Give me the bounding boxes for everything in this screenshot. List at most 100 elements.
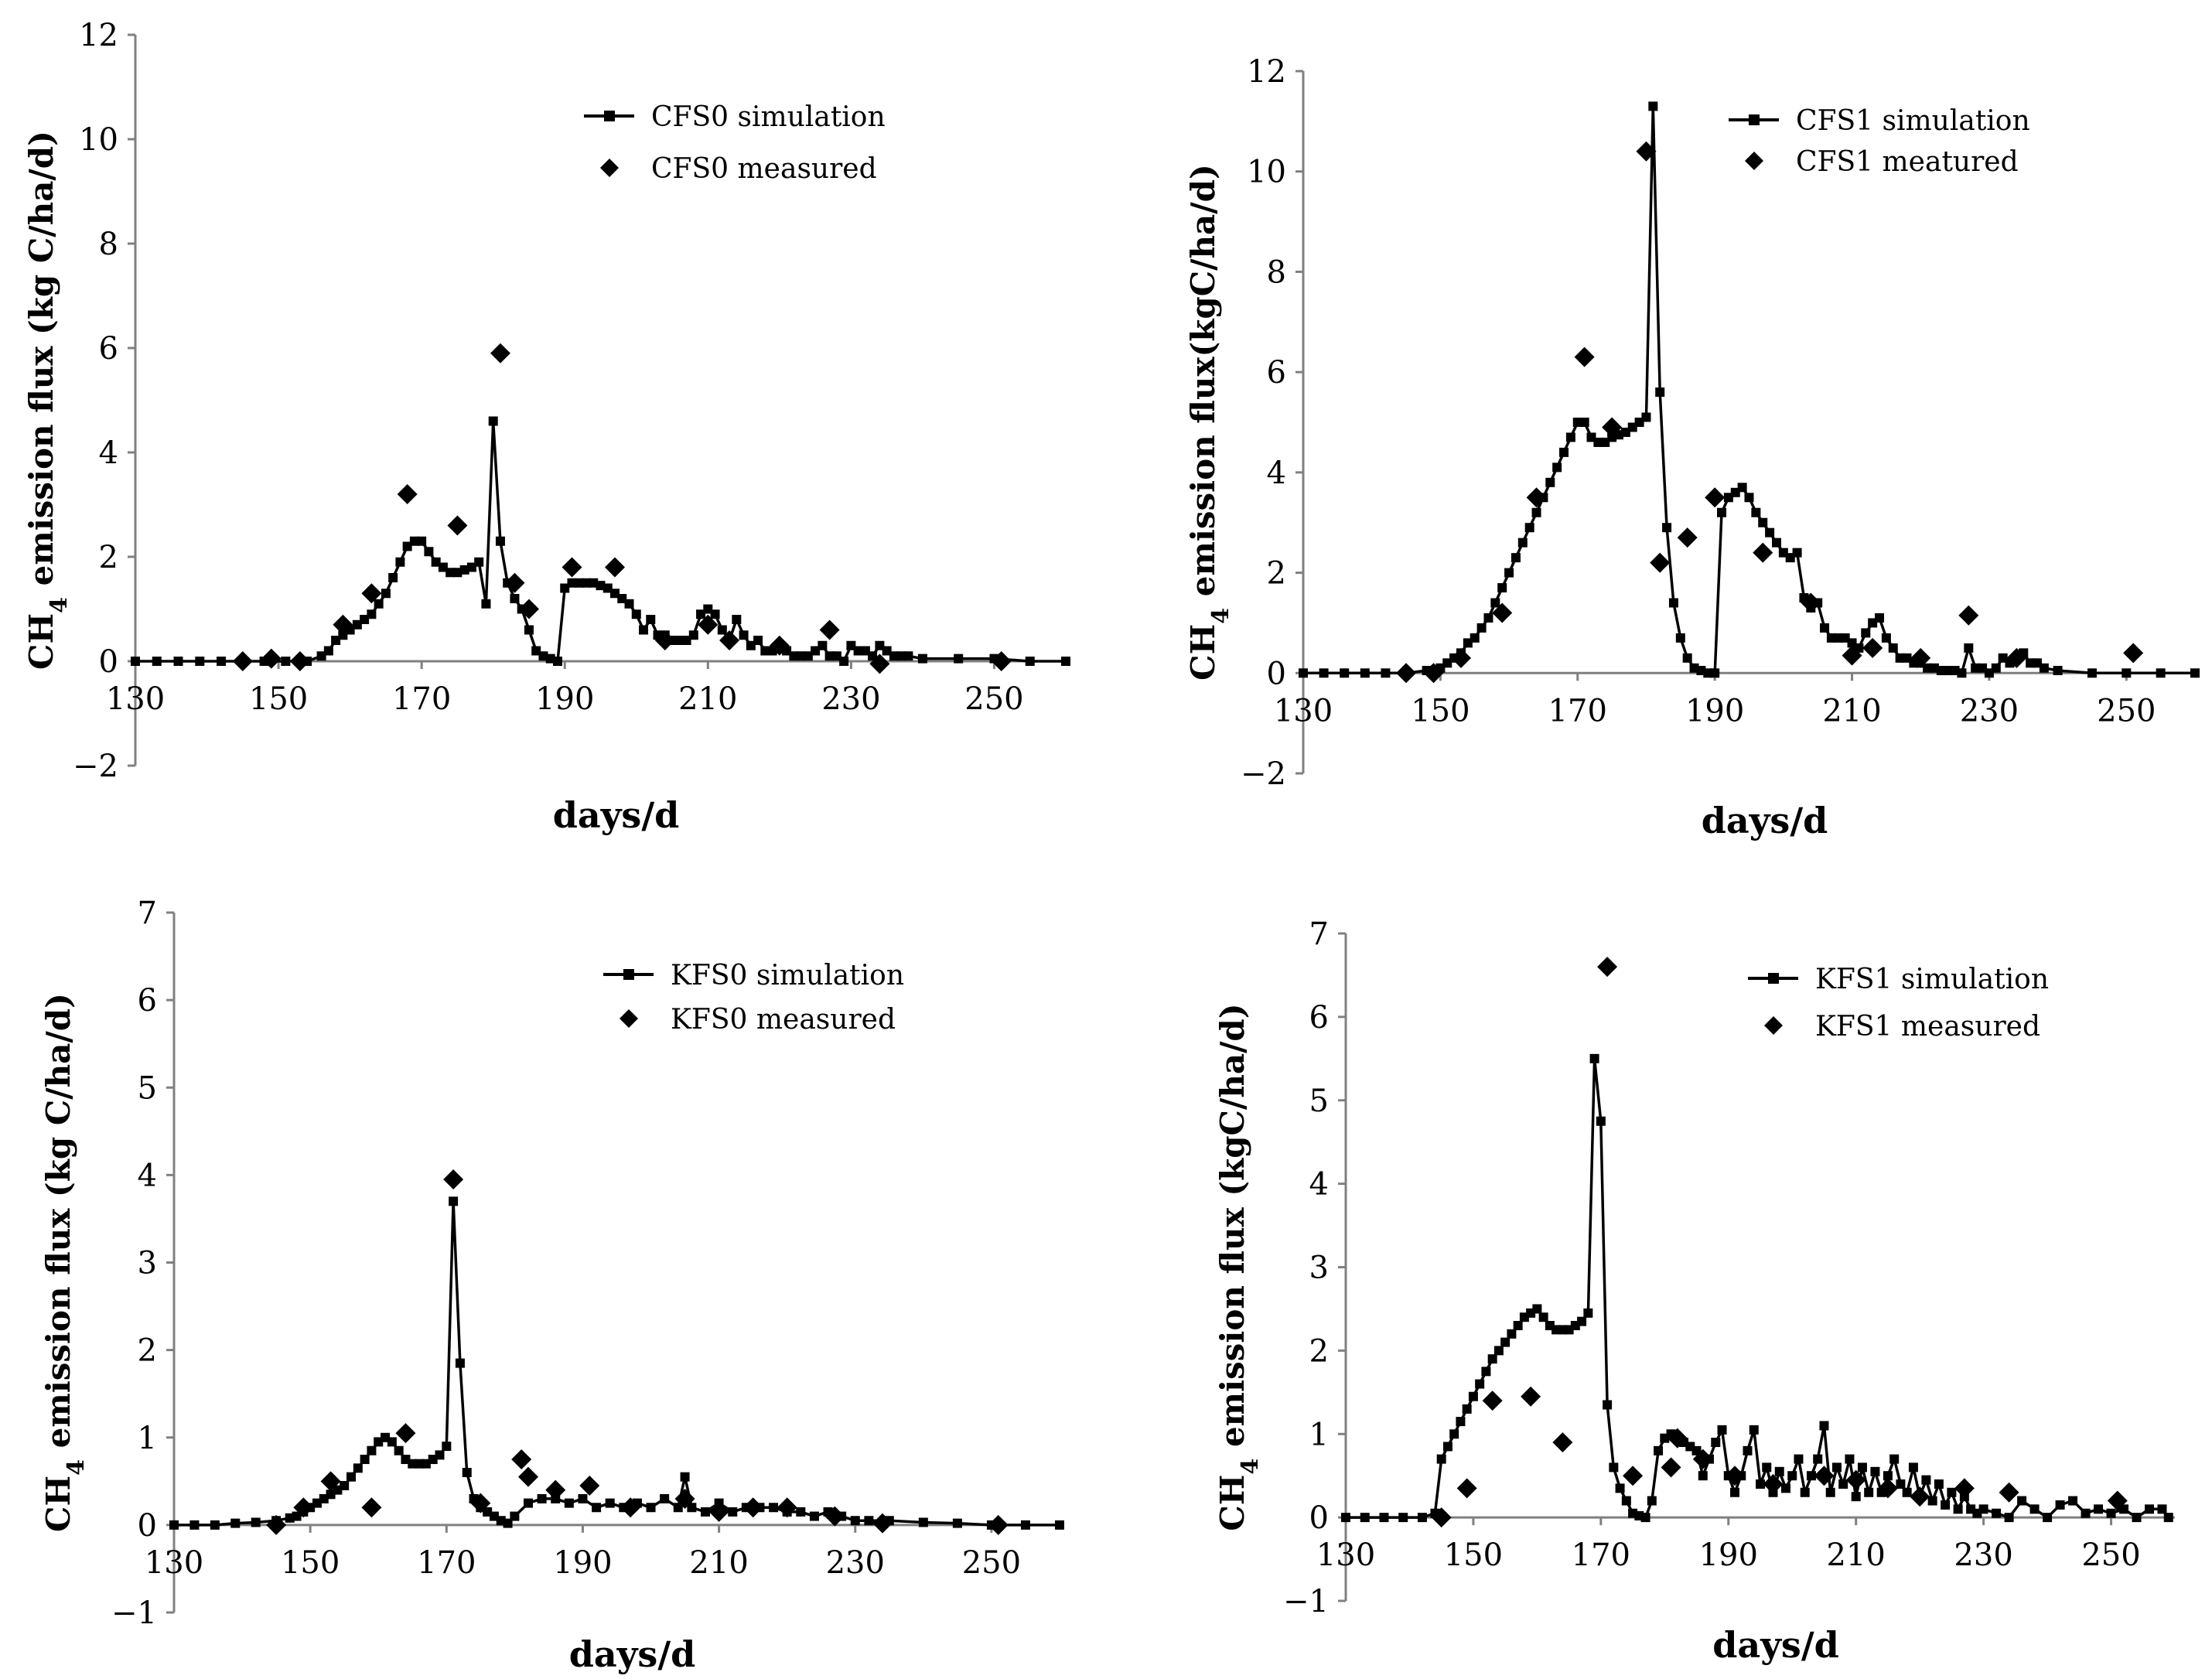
measured-point <box>1623 1466 1644 1486</box>
simulation-point <box>1565 432 1575 442</box>
simulation-line <box>1303 104 2195 675</box>
simulation-point <box>624 599 634 609</box>
simulation-point <box>1737 483 1747 493</box>
simulation-point <box>1641 412 1651 422</box>
y-tick-label: 8 <box>1267 254 1286 290</box>
x-axis-title: days/d <box>1702 800 1828 841</box>
simulation-point <box>445 568 456 578</box>
simulation-point <box>1583 1308 1593 1318</box>
simulation-point <box>596 581 606 591</box>
simulation-point <box>1483 613 1493 623</box>
x-tick-label: 170 <box>392 681 451 717</box>
simulation-point <box>331 636 341 645</box>
simulation-point <box>1978 1504 1988 1514</box>
simulation-point <box>466 562 476 572</box>
legend-square-swatch <box>604 111 615 121</box>
simulation-point <box>789 651 799 661</box>
simulation-point <box>610 589 620 599</box>
simulation-point <box>687 1503 697 1513</box>
simulation-point <box>1820 623 1830 633</box>
simulation-point <box>452 568 463 578</box>
simulation-point <box>567 578 577 588</box>
y-tick-label: 1 <box>1309 1417 1329 1452</box>
measured-point <box>1456 1478 1477 1499</box>
simulation-point <box>503 1518 513 1528</box>
simulation-point <box>1662 523 1672 533</box>
simulation-point <box>660 1493 670 1503</box>
simulation-point <box>1360 668 1370 678</box>
simulation-point <box>717 625 727 635</box>
simulation-point <box>1902 1487 1912 1497</box>
simulation-point <box>710 609 720 619</box>
y-tick-label: 2 <box>99 540 118 575</box>
simulation-point <box>381 589 391 599</box>
series-line-square-0 <box>131 416 1070 666</box>
series-line-square-0 <box>169 1196 1064 1530</box>
measured-point <box>1910 647 1931 668</box>
measured-point <box>293 1497 314 1518</box>
x-tick-label: 190 <box>1685 693 1744 729</box>
simulation-point <box>639 625 649 635</box>
y-tick-label: 7 <box>138 896 157 931</box>
measured-point <box>1492 602 1513 623</box>
simulation-point <box>1825 1487 1835 1497</box>
simulation-point <box>1379 1513 1389 1523</box>
simulation-point <box>1579 418 1589 427</box>
simulation-point <box>1710 668 1720 678</box>
simulation-point <box>1857 1462 1867 1473</box>
measured-point <box>1597 957 1618 978</box>
y-tick-label: 5 <box>138 1070 157 1106</box>
simulation-point <box>1360 1513 1370 1523</box>
measured-point <box>447 515 468 536</box>
simulation-point <box>1883 1471 1893 1481</box>
simulation-point <box>1025 657 1035 666</box>
simulation-point <box>387 1437 397 1447</box>
legend-label: KFS1 measured <box>1815 1011 2040 1043</box>
simulation-point <box>753 636 763 645</box>
simulation-point <box>431 557 441 567</box>
simulation-point <box>581 578 591 588</box>
x-tick-label: 130 <box>1274 693 1333 729</box>
measured-point <box>511 1449 532 1470</box>
simulation-point <box>739 630 749 640</box>
simulation-point <box>367 609 377 619</box>
simulation-point <box>449 1196 459 1206</box>
y-tick-label: 7 <box>1309 916 1329 952</box>
legend-diamond-swatch <box>600 159 619 177</box>
simulation-point <box>1436 1454 1446 1464</box>
x-tick-label: 170 <box>1548 693 1607 729</box>
measured-point <box>545 1479 566 1500</box>
series-line-square-0 <box>1299 101 2200 678</box>
measured-point <box>579 1475 600 1496</box>
x-tick-label: 230 <box>1960 693 2019 729</box>
simulation-point <box>1787 1471 1797 1481</box>
simulation-point <box>435 1450 445 1460</box>
simulation-point <box>1319 668 1329 678</box>
measured-point <box>397 484 418 504</box>
simulation-point <box>760 646 770 656</box>
x-tick-label: 210 <box>1822 693 1881 729</box>
simulation-point <box>1888 643 1898 653</box>
x-axis-title: days/d <box>569 1633 696 1675</box>
simulation-point <box>850 1516 860 1526</box>
simulation-point <box>1481 1367 1491 1377</box>
y-tick-label: −1 <box>111 1595 157 1631</box>
measured-point <box>1845 1469 1866 1490</box>
measured-point <box>1526 487 1547 508</box>
legend-label: CFS0 measured <box>651 153 877 185</box>
legend-label: KFS0 simulation <box>671 960 904 991</box>
simulation-point <box>839 657 849 666</box>
simulation-point <box>1682 653 1692 663</box>
measured-point <box>988 1514 1009 1535</box>
measured-point <box>1636 141 1657 162</box>
y-tick-label: 6 <box>138 983 157 1019</box>
simulation-point <box>2119 1504 2129 1514</box>
simulation-point <box>417 536 427 546</box>
measured-point <box>869 654 890 674</box>
simulation-point <box>1896 1479 1906 1489</box>
x-tick-label: 130 <box>106 681 165 717</box>
y-tick-label: 10 <box>1247 155 1286 190</box>
y-tick-label: 12 <box>1247 54 1286 90</box>
y-tick-label: 4 <box>99 435 118 471</box>
simulation-point <box>2081 1508 2091 1518</box>
